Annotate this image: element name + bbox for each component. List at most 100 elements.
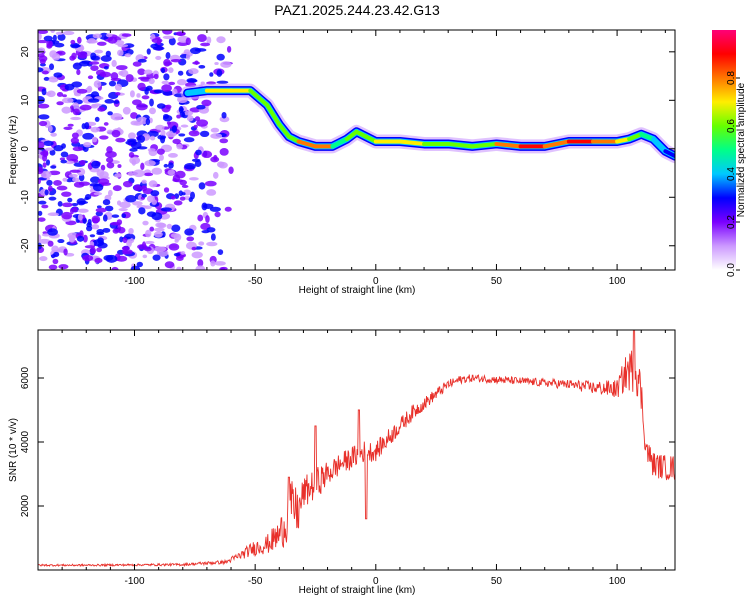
noise-blob [71, 44, 81, 48]
x-tick-label: 100 [609, 276, 626, 287]
noise-blob [55, 31, 64, 36]
noise-blob [112, 185, 122, 192]
noise-blob [152, 46, 165, 51]
noise-blob [147, 148, 156, 152]
noise-blob [77, 213, 83, 221]
noise-blob [77, 36, 82, 44]
noise-blob [163, 187, 170, 193]
noise-blob [107, 111, 113, 116]
noise-blob [160, 207, 173, 212]
noise-blob [48, 264, 58, 270]
ridge-segment [330, 137, 349, 149]
noise-blob [106, 162, 115, 169]
noise-blob [171, 224, 181, 232]
colorbar-label: Normalized spectral amplitude [736, 82, 747, 217]
noise-blob [188, 130, 200, 137]
snr-y-ticks: 2000 4000 6000 [20, 366, 675, 517]
noise-blob [44, 147, 54, 151]
noise-blob [178, 106, 184, 114]
noise-blob [67, 123, 74, 127]
noise-blob [66, 178, 73, 183]
noise-blob [170, 233, 180, 238]
noise-blob [149, 98, 154, 107]
ridge-segment [494, 141, 523, 149]
noise-blob [184, 228, 195, 236]
noise-blob [129, 90, 135, 98]
noise-blob [115, 137, 126, 143]
noise-blob [176, 143, 183, 150]
noise-blob [149, 226, 155, 232]
noise-blob [167, 162, 174, 169]
noise-blob [89, 247, 97, 255]
noise-blob [149, 107, 156, 115]
noise-blob [209, 72, 214, 77]
noise-blob [137, 68, 146, 76]
noise-blob [149, 135, 156, 141]
noise-blob [70, 39, 76, 45]
noise-blob [224, 206, 232, 212]
spectrogram-x-ticks: -100 -50 0 50 100 [37, 30, 666, 287]
noise-blob [144, 89, 149, 95]
noise-blob [210, 260, 216, 267]
noise-blob [210, 233, 216, 241]
noise-blob [137, 58, 147, 63]
noise-blob [97, 237, 104, 244]
noise-blob [187, 79, 198, 83]
ridge-segment [542, 139, 571, 149]
noise-blob [94, 257, 103, 264]
noise-blob [96, 205, 102, 209]
ridge-segment [470, 141, 499, 149]
y-tick-label: 6000 [20, 366, 31, 389]
colorbar-tick-label: 0.0 [726, 263, 737, 277]
noise-blob [130, 112, 138, 119]
noise-blob [42, 149, 49, 158]
noise-blob [163, 73, 170, 81]
noise-blob [84, 196, 90, 201]
noise-blob [201, 150, 213, 159]
noise-blob [53, 144, 64, 152]
noise-blob [92, 33, 103, 39]
noise-blob [113, 100, 120, 104]
noise-blob [144, 240, 155, 245]
spectrogram-x-label: Height of straight line (km) [299, 285, 416, 296]
noise-blob [108, 80, 117, 87]
noise-blob [143, 69, 153, 75]
noise-blob [219, 267, 226, 270]
noise-blob [61, 97, 74, 104]
noise-blob [45, 159, 51, 166]
noise-blob [220, 61, 232, 68]
noise-blob [58, 264, 69, 270]
noise-blob [206, 189, 217, 196]
noise-blob [49, 63, 55, 71]
noise-blob [199, 130, 210, 137]
noise-blob [117, 164, 122, 168]
noise-blob [41, 88, 47, 96]
spectrogram-frame [37, 29, 676, 271]
noise-blob [111, 129, 121, 138]
ridge-segment [185, 88, 209, 96]
noise-blob [63, 248, 68, 256]
noise-blob [214, 261, 226, 266]
noise-blob [173, 252, 181, 257]
noise-blob [72, 146, 84, 152]
noise-blob [148, 78, 155, 85]
x-tick-label: -50 [248, 276, 263, 287]
noise-blob [146, 48, 151, 55]
noise-blob [120, 69, 129, 78]
noise-blob [176, 114, 182, 119]
noise-blob [38, 166, 44, 175]
noise-blob [47, 212, 60, 216]
noise-blob [206, 36, 212, 44]
noise-blob [166, 223, 173, 230]
noise-blob [210, 133, 223, 139]
noise-blob [131, 159, 137, 166]
x-tick-label: 0 [373, 276, 379, 287]
noise-blob [184, 110, 194, 116]
noise-blob [200, 42, 211, 47]
noise-blob [130, 141, 142, 150]
noise-blob [133, 184, 142, 191]
noise-blob [81, 123, 86, 130]
noise-blob [121, 213, 127, 219]
noise-blob [172, 178, 178, 182]
